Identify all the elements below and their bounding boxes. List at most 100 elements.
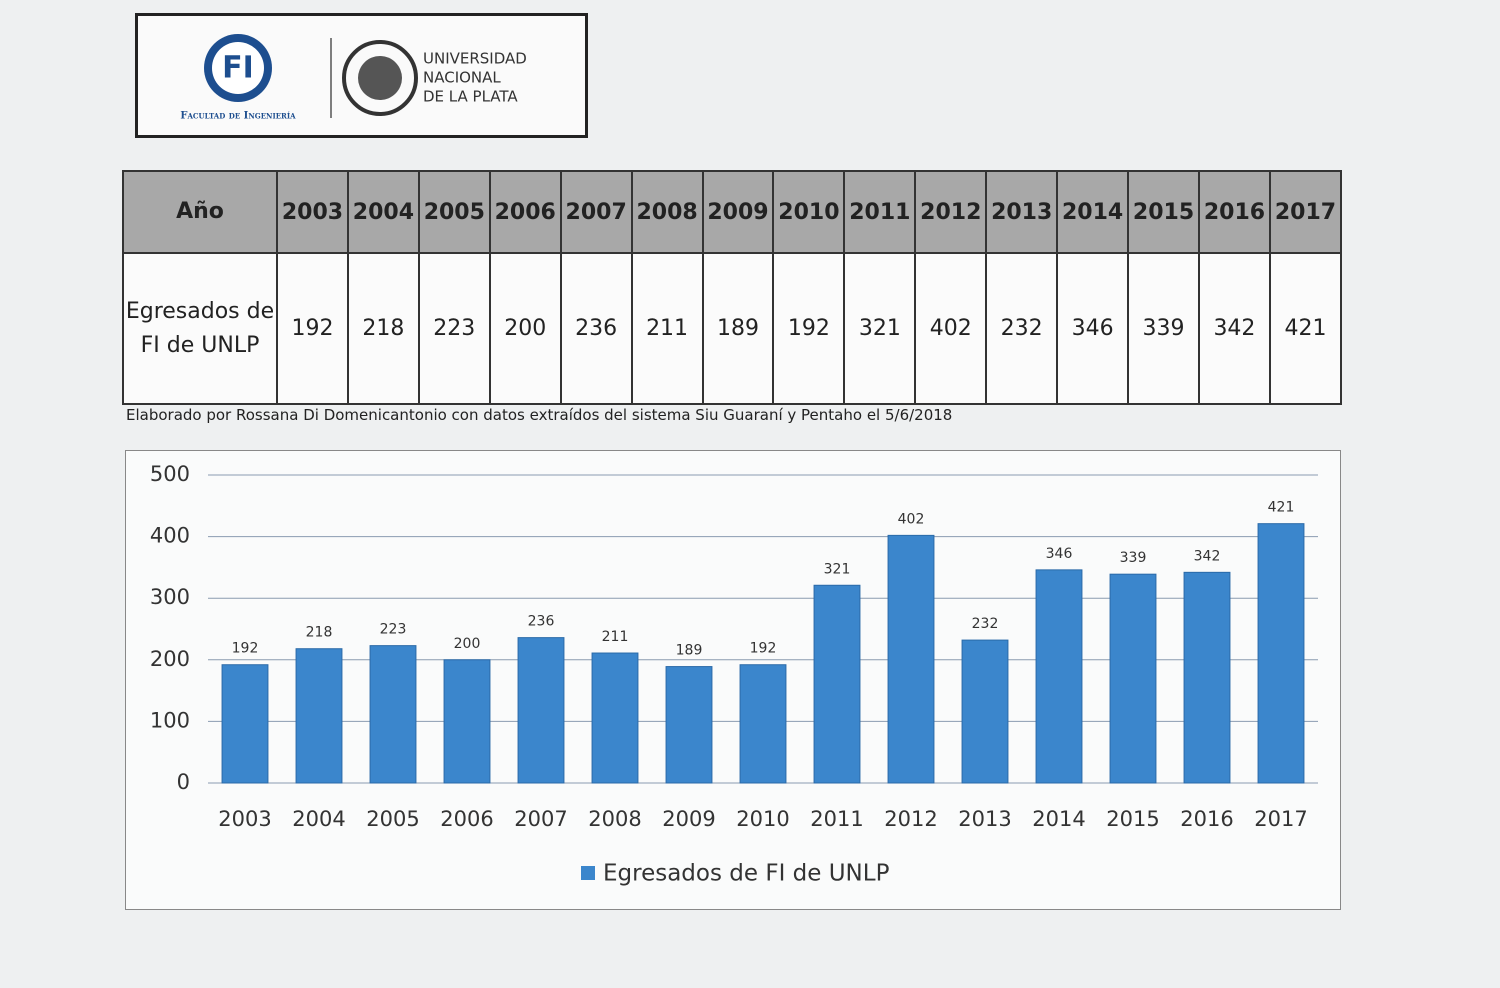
x-tick-label: 2010 (736, 807, 789, 831)
bar (887, 534, 935, 784)
year-cell: 2015 (1127, 170, 1200, 254)
data-label: 236 (528, 614, 555, 630)
year-cell: 2004 (346, 170, 420, 254)
y-tick-label: 400 (150, 524, 190, 548)
year-cell: 2003 (276, 170, 349, 254)
year-cell: 2017 (1268, 170, 1343, 254)
header-label: Año (122, 170, 278, 254)
year-cell: 2007 (559, 170, 633, 254)
legend-label: Egresados de FI de UNLP (603, 861, 890, 887)
header-row: Año 2003 2004 2005 2006 2007 2008 2009 2010 2011 2… (122, 170, 1343, 254)
bar (443, 659, 491, 784)
seal (342, 40, 418, 116)
fi-emblem-inner (212, 42, 264, 94)
value-cell: 189 (701, 252, 775, 405)
x-tick-label: 2015 (1106, 807, 1159, 831)
value-cell: 339 (1127, 252, 1200, 405)
value-row: Egresados de FI de UNLP 192 218 223 200 236 21… (122, 252, 1343, 405)
value-cell: 321 (843, 252, 917, 405)
bar (1183, 571, 1231, 784)
year-cell: 2005 (417, 170, 491, 254)
x-tick-label: 2005 (366, 807, 419, 831)
bar (961, 639, 1009, 784)
value-cell: 200 (488, 252, 562, 405)
data-label: 346 (1046, 546, 1073, 562)
data-label: 342 (1194, 548, 1221, 564)
data-label: 200 (454, 636, 481, 652)
y-tick-label: 500 (150, 462, 190, 486)
year-cell: 2009 (701, 170, 775, 254)
data-label: 192 (232, 641, 259, 657)
data-label: 192 (750, 641, 777, 657)
data-label: 232 (972, 616, 999, 632)
data-table: Año 2003 2004 2005 2006 2007 2008 2009 2010 2011 2… (122, 170, 1343, 405)
x-tick-label: 2008 (588, 807, 641, 831)
university-line: NACIONAL (423, 69, 501, 87)
bar (591, 652, 639, 784)
university-line: DE LA PLATA (423, 88, 518, 106)
faculty-name: Facultad de Ingeniería (180, 111, 296, 122)
y-tick-label: 300 (150, 585, 190, 609)
value-cell: 346 (1056, 252, 1130, 405)
chart: 0 100 200 300 400 500 2003 2004 2005 2006 2007 2008… (125, 450, 1341, 910)
logo-mark: FI (222, 51, 254, 86)
row-label: Egresados de FI de UNLP (122, 252, 278, 405)
x-tick-label: 2004 (292, 807, 345, 831)
x-tick-label: 2017 (1254, 807, 1307, 831)
legend-swatch (581, 866, 595, 880)
year-cell: 2011 (843, 170, 917, 254)
bar (1035, 569, 1083, 784)
data-label: 402 (898, 511, 925, 527)
x-tick-label: 2007 (514, 807, 567, 831)
value-cell: 232 (985, 252, 1059, 405)
bar (665, 666, 713, 784)
data-label: 211 (602, 629, 629, 645)
bar (295, 648, 343, 784)
year-cell: 2013 (985, 170, 1059, 254)
data-label: 223 (380, 622, 407, 638)
y-tick-label: 200 (150, 647, 190, 671)
bar (221, 664, 269, 784)
bar (1109, 573, 1157, 784)
value-cell: 402 (914, 252, 988, 405)
x-tick-label: 2009 (662, 807, 715, 831)
bar (813, 584, 861, 784)
y-tick-label: 0 (177, 770, 190, 794)
x-tick-label: 2014 (1032, 807, 1085, 831)
data-label: 189 (676, 643, 703, 659)
value-cell: 342 (1197, 252, 1271, 405)
seal-inner (358, 56, 402, 100)
bar (739, 664, 787, 784)
source-note: Elaborado por Rossana Di Domenicantonio … (126, 406, 953, 424)
year-cell: 2010 (772, 170, 846, 254)
data-label: 339 (1120, 550, 1147, 566)
year-cell: 2008 (630, 170, 704, 254)
y-tick-label: 100 (150, 708, 190, 732)
year-cell: 2012 (914, 170, 988, 254)
x-tick-label: 2016 (1180, 807, 1233, 831)
logo-box: FI Facultad de Ingeniería UNIVERSIDAD NA… (135, 13, 588, 138)
x-tick-label: 2012 (884, 807, 937, 831)
value-cell: 192 (772, 252, 846, 405)
year-cell: 2016 (1197, 170, 1271, 254)
data-label: 218 (306, 625, 333, 641)
year-cell: 2014 (1056, 170, 1130, 254)
value-cell: 192 (276, 252, 349, 405)
value-cell: 211 (630, 252, 704, 405)
university-line: UNIVERSIDAD (423, 50, 527, 68)
logo: FI Facultad de Ingeniería UNIVERSIDAD NA… (180, 34, 527, 122)
value-cell: 236 (559, 252, 633, 405)
x-tick-label: 2011 (810, 807, 863, 831)
year-cell: 2006 (488, 170, 562, 254)
bar (517, 637, 565, 784)
x-tick-label: 2006 (440, 807, 493, 831)
x-tick-label: 2003 (218, 807, 271, 831)
x-tick-label: 2013 (958, 807, 1011, 831)
data-label: 421 (1268, 500, 1295, 516)
bar (1257, 523, 1305, 784)
value-cell: 421 (1268, 252, 1343, 405)
value-cell: 218 (346, 252, 420, 405)
data-label: 321 (824, 561, 851, 577)
value-cell: 223 (417, 252, 491, 405)
